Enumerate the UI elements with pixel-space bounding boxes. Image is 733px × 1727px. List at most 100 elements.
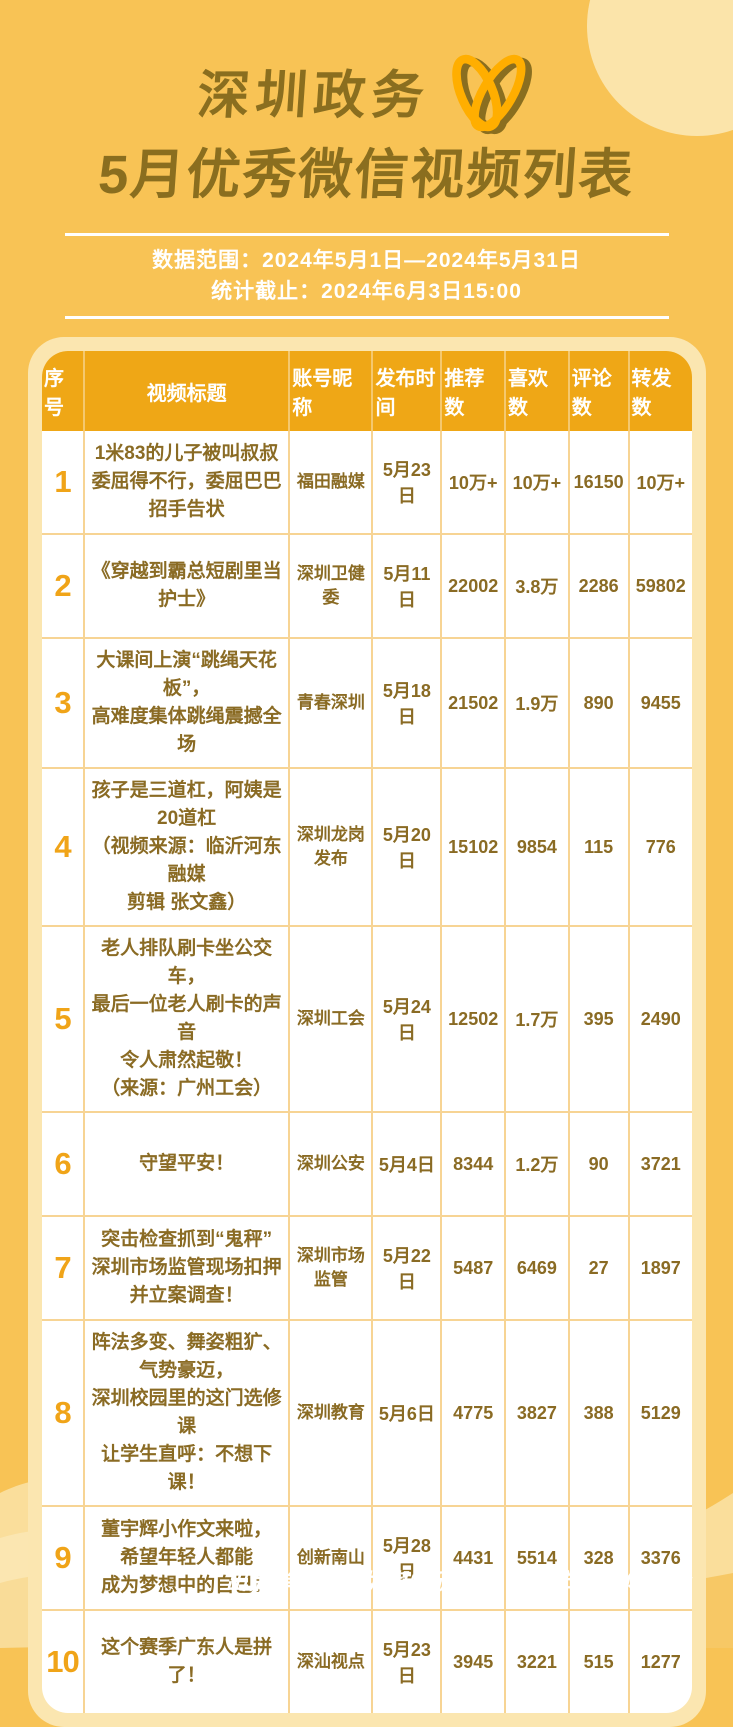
likes-cell: 3.8万 [506,535,570,638]
column-header: 序号 [42,351,85,432]
title-cell: 阵法多变、舞姿粗犷、气势豪迈， 深圳校园里的这门选修课 让学生直呼：不想下课！ [85,1321,291,1506]
comments-cell: 2286 [570,535,630,638]
page-title-line2: 5月优秀微信视频列表 [96,145,637,205]
column-header: 发布时间 [373,351,443,432]
account-cell: 深圳市场监管 [290,1217,374,1320]
page-title-line1: 深圳政务 [195,67,432,126]
account-cell: 创新南山 [290,1507,374,1610]
recommends-cell: 15102 [442,769,507,926]
title-cell: 老人排队刷卡坐公交车， 最后一位老人刷卡的声音 令人肃然起敬！ （来源：广州工会… [85,927,291,1112]
rank-cell: 2 [42,535,85,638]
comments-cell: 890 [570,639,630,768]
comments-cell: 27 [570,1217,630,1320]
recommends-cell: 12502 [442,927,507,1112]
comments-cell: 90 [570,1113,630,1216]
account-cell: 青春深圳 [290,639,374,768]
table-header-row: 序号 视频标题 账号昵称 发布时间 推荐数 喜欢数 评论数 转发数 [42,351,692,432]
table-row: 7 突击检查抓到“鬼秤” 深圳市场监管现场扣押 并立案调查！ 深圳市场监管 5月… [42,1217,692,1322]
table-row: 10 这个赛季广东人是拼了！ 深汕视点 5月23日 3945 3221 515 … [42,1611,692,1714]
title-cell: 这个赛季广东人是拼了！ [85,1611,291,1714]
account-cell: 福田融媒 [290,431,374,534]
shares-cell: 1277 [640,1651,681,1672]
table-card: 序号 视频标题 账号昵称 发布时间 推荐数 喜欢数 评论数 转发数 1 1米83的儿子被叫叔叔… [42,351,692,1714]
table-row: 8 阵法多变、舞姿粗犷、气势豪迈， 深圳校园里的这门选修课 让学生直呼：不想下课… [42,1321,692,1508]
likes-cell: 10万+ [506,431,570,534]
title-cell: 守望平安！ [85,1113,291,1216]
recommends-cell: 8344 [442,1113,507,1216]
meta-stat-cutoff: 统计截止：2024年6月3日15:00 [211,280,522,304]
comments-cell: 515 [570,1611,630,1714]
date-cell: 5月11日 [373,535,443,638]
title-cell: 1米83的儿子被叫叔叔 委屈得不行，委屈巴巴招手告状 [85,431,291,534]
comments-cell: 388 [570,1321,630,1506]
likes-cell: 6469 [506,1217,570,1320]
date-cell: 5月28日 [373,1507,443,1610]
comments-cell: 16150 [570,431,630,534]
rank-cell: 5 [42,927,85,1112]
title-cell: 大课间上演“跳绳天花板”， 高难度集体跳绳震撼全场 [85,639,291,768]
account-cell: 深圳教育 [290,1321,374,1506]
title-cell: 孩子是三道杠，阿姨是20道杠 （视频来源：临沂河东融媒 剪辑 张文鑫） [85,769,291,926]
meta-band: 数据范围：2024年5月1日—2024年5月31日 统计截止：2024年6月3日… [64,233,669,320]
rank-cell: 7 [42,1217,85,1320]
recommends-cell: 4775 [442,1321,507,1506]
date-cell: 5月24日 [373,927,443,1112]
column-header: 账号昵称 [290,351,374,432]
shares-cell: 776 [645,836,676,857]
comments-cell: 395 [570,927,630,1112]
shares-cell: 9455 [640,692,681,713]
rank-cell: 9 [42,1507,85,1610]
comments-cell: 328 [570,1507,630,1610]
table-board: 序号 视频标题 账号昵称 发布时间 推荐数 喜欢数 评论数 转发数 1 1米83的儿子被叫叔叔… [28,337,706,1727]
shares-cell: 3376 [640,1547,681,1568]
likes-cell: 3827 [506,1321,570,1506]
account-cell: 深圳龙岗发布 [290,769,374,926]
recommends-cell: 3945 [442,1611,507,1714]
table-row: 3 大课间上演“跳绳天花板”， 高难度集体跳绳震撼全场 青春深圳 5月18日 2… [42,639,692,770]
rank-cell: 6 [42,1113,85,1216]
likes-cell: 9854 [506,769,570,926]
table-row: 5 老人排队刷卡坐公交车， 最后一位老人刷卡的声音 令人肃然起敬！ （来源：广州… [42,927,692,1114]
account-cell: 深圳卫健委 [290,535,374,638]
credit-line: 出品单位 | 深圳舆情研究院 深圳市自媒体协会 [225,1569,691,1594]
shares-cell: 2490 [640,1008,681,1029]
table-row: 1 1米83的儿子被叫叔叔 委屈得不行，委屈巴巴招手告状 福田融媒 5月23日 … [42,431,692,536]
rank-cell: 10 [42,1611,85,1714]
likes-cell: 3221 [506,1611,570,1714]
shares-cell: 1897 [640,1257,681,1278]
meta-data-range: 数据范围：2024年5月1日—2024年5月31日 [152,249,581,273]
wechat-channels-logo-icon [451,54,532,135]
title-cell: 董宇辉小作文来啦， 希望年轻人都能 成为梦想中的自己！ [85,1507,291,1610]
likes-cell: 1.7万 [506,927,570,1112]
date-cell: 5月6日 [373,1321,443,1506]
likes-cell: 5514 [506,1507,570,1610]
date-cell: 5月4日 [373,1113,443,1216]
recommends-cell: 10万+ [442,431,507,534]
likes-cell: 1.2万 [506,1113,570,1216]
title-cell: 《穿越到霸总短剧里当护士》 [85,535,291,638]
shares-cell: 10万+ [636,473,686,494]
date-cell: 5月22日 [373,1217,443,1320]
comments-cell: 115 [570,769,630,926]
column-header: 推荐数 [442,351,507,432]
column-header: 喜欢数 [506,351,570,432]
shares-cell: 5129 [640,1402,681,1423]
hero-header: 深圳政务 5月优秀微信视频列表 [0,0,733,205]
table-body: 1 1米83的儿子被叫叔叔 委屈得不行，委屈巴巴招手告状 福田融媒 5月23日 … [42,431,692,1714]
shares-cell: 59802 [635,575,686,596]
likes-cell: 1.9万 [506,639,570,768]
date-cell: 5月20日 [373,769,443,926]
recommends-cell: 21502 [442,639,507,768]
title-cell: 突击检查抓到“鬼秤” 深圳市场监管现场扣押 并立案调查！ [85,1217,291,1320]
table-row: 2 《穿越到霸总短剧里当护士》 深圳卫健委 5月11日 22002 3.8万 2… [42,535,692,640]
column-header: 评论数 [570,351,630,432]
date-cell: 5月18日 [373,639,443,768]
table-row: 9 董宇辉小作文来啦， 希望年轻人都能 成为梦想中的自己！ 创新南山 5月28日… [42,1507,692,1612]
column-header: 视频标题 [85,351,291,432]
rank-cell: 4 [42,769,85,926]
rank-cell: 8 [42,1321,85,1506]
date-cell: 5月23日 [373,431,443,534]
recommends-cell: 5487 [442,1217,507,1320]
table-row: 4 孩子是三道杠，阿姨是20道杠 （视频来源：临沂河东融媒 剪辑 张文鑫） 深圳… [42,769,692,928]
